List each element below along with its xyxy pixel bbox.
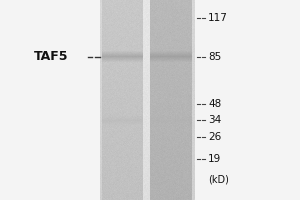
Text: 48: 48 [208, 99, 221, 109]
Text: (kD): (kD) [208, 174, 229, 184]
Text: 85: 85 [208, 52, 221, 62]
Text: 19: 19 [208, 154, 221, 164]
Text: 117: 117 [208, 13, 228, 23]
Text: 26: 26 [208, 132, 221, 142]
Text: TAF5: TAF5 [34, 50, 68, 64]
Text: 34: 34 [208, 115, 221, 125]
